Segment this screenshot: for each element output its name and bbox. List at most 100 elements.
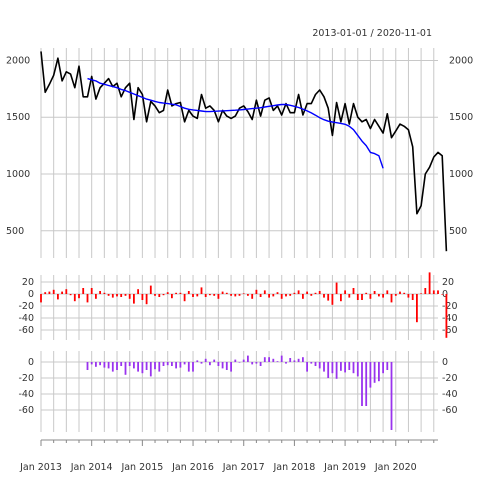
deviation-bar xyxy=(204,358,207,362)
change-bar xyxy=(145,294,148,305)
change-bar xyxy=(314,292,317,294)
change-bar xyxy=(65,289,68,294)
deviation-bar xyxy=(247,355,249,362)
change-bar xyxy=(242,293,245,294)
change-bar xyxy=(352,288,355,294)
deviation-bar xyxy=(86,362,89,370)
deviation-bar xyxy=(116,362,118,370)
change-bar xyxy=(310,294,313,296)
x-tick-label: Jan 2020 xyxy=(374,462,417,473)
y-tick-left: 2000 xyxy=(6,55,30,66)
deviation-bar xyxy=(289,358,292,362)
deviation-bar xyxy=(179,362,182,368)
change-bar xyxy=(128,294,131,299)
y-tick-left: 20 xyxy=(22,277,34,288)
deviation-bar xyxy=(340,362,342,371)
deviation-bar xyxy=(95,362,97,367)
change-bar xyxy=(378,294,380,297)
deviation-bar xyxy=(272,358,275,362)
change-bar xyxy=(61,291,63,294)
x-tick-label: Jan 2014 xyxy=(70,462,113,473)
change-bar xyxy=(445,294,448,338)
x-tick-label: Jan 2016 xyxy=(171,462,214,473)
deviation-bar xyxy=(175,362,177,369)
change-bar xyxy=(407,294,410,298)
change-bar xyxy=(420,293,422,294)
deviation-bar xyxy=(166,362,169,366)
change-bar xyxy=(217,294,220,299)
deviation-bar xyxy=(255,362,258,364)
change-bar xyxy=(365,292,368,294)
deviation-bar xyxy=(365,362,368,406)
deviation-bar xyxy=(390,362,393,430)
change-bar xyxy=(213,294,216,296)
deviation-bar xyxy=(310,362,313,364)
change-bar xyxy=(230,294,232,296)
change-bar xyxy=(78,294,80,299)
deviation-bar xyxy=(369,362,372,388)
y-tick-left: 1500 xyxy=(6,112,30,123)
change-bar xyxy=(209,294,211,296)
change-bar xyxy=(276,292,279,294)
y-tick-right: -60 xyxy=(442,325,458,336)
change-bar xyxy=(285,294,287,297)
change-bar xyxy=(196,294,199,297)
change-bar xyxy=(175,292,177,294)
change-panel: 20 200 0-20 -20-40 -40-60 -60 xyxy=(18,272,458,338)
change-bar xyxy=(133,294,135,304)
deviation-bar xyxy=(361,362,363,406)
change-bar xyxy=(247,294,249,296)
deviation-bar xyxy=(356,362,359,377)
change-bar xyxy=(382,294,384,298)
change-bar xyxy=(187,291,190,294)
price-line xyxy=(40,51,448,252)
deviation-bar xyxy=(183,362,186,365)
deviation-bar xyxy=(285,362,287,364)
y-tick-right: -20 xyxy=(442,301,458,312)
x-tick-label: Jan 2013 xyxy=(19,462,62,473)
deviation-bar xyxy=(133,362,135,369)
deviation-bar xyxy=(335,362,338,379)
deviation-bar xyxy=(344,362,346,373)
deviation-bar xyxy=(107,362,110,369)
y-tick-right: 500 xyxy=(449,226,467,237)
grid xyxy=(40,48,438,432)
change-bar xyxy=(52,289,55,294)
change-bar xyxy=(158,294,161,297)
deviation-bar xyxy=(209,362,211,366)
change-bar xyxy=(340,294,342,302)
deviation-bar xyxy=(154,362,156,370)
y-tick-right: 1500 xyxy=(449,112,473,123)
change-bar xyxy=(166,292,169,294)
deviation-bar xyxy=(268,357,270,362)
y-tick-left: -40 xyxy=(18,389,34,400)
deviation-bar xyxy=(386,362,389,370)
change-bar xyxy=(327,294,330,301)
change-bar xyxy=(432,290,435,294)
deviation-bar xyxy=(149,362,152,377)
x-axis: Jan 2013 Jan 2014 Jan 2015 Jan 2016 Jan 2017… xyxy=(19,439,438,473)
y-tick-left: -60 xyxy=(18,325,34,336)
deviation-bar xyxy=(314,362,317,366)
deviation-bar xyxy=(187,362,190,372)
y-tick-right: 2000 xyxy=(449,55,473,66)
change-bar xyxy=(44,292,47,294)
change-bar xyxy=(344,290,346,294)
date-range-label: 2013-01-01 / 2020-11-01 xyxy=(312,28,432,39)
change-bar xyxy=(57,294,59,300)
deviation-bar xyxy=(171,362,173,366)
change-bar xyxy=(394,294,397,296)
change-bar xyxy=(428,272,431,294)
change-bar xyxy=(335,282,338,294)
change-bar xyxy=(331,294,334,305)
change-bar xyxy=(86,294,89,303)
change-bar xyxy=(369,294,372,299)
y-tick-right: -20 xyxy=(442,373,458,384)
change-bar xyxy=(272,294,275,297)
change-bar xyxy=(95,294,97,299)
deviation-bar xyxy=(327,362,330,378)
deviation-bar xyxy=(141,362,144,374)
change-bar xyxy=(356,294,359,300)
y-tick-right: -60 xyxy=(442,405,458,416)
